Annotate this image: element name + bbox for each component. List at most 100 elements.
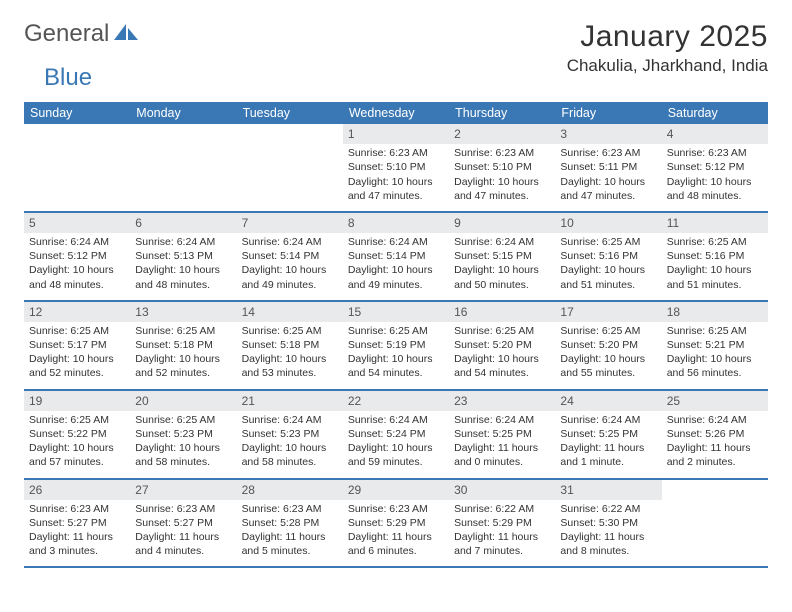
day-cell: 28Sunrise: 6:23 AMSunset: 5:28 PMDayligh… <box>237 479 343 568</box>
day-cell <box>662 479 768 568</box>
sunrise-text: Sunrise: 6:24 AM <box>348 413 444 427</box>
day-body: Sunrise: 6:23 AMSunset: 5:27 PMDaylight:… <box>24 500 130 567</box>
day-number: 30 <box>449 480 555 500</box>
sunset-text: Sunset: 5:16 PM <box>560 249 656 263</box>
day-number: 19 <box>24 391 130 411</box>
sunrise-text: Sunrise: 6:25 AM <box>560 324 656 338</box>
daylight-text: Daylight: 10 hours and 51 minutes. <box>667 263 763 291</box>
sunrise-text: Sunrise: 6:24 AM <box>348 235 444 249</box>
day-number: 9 <box>449 213 555 233</box>
sunrise-text: Sunrise: 6:25 AM <box>29 324 125 338</box>
sunset-text: Sunset: 5:12 PM <box>29 249 125 263</box>
day-body: Sunrise: 6:24 AMSunset: 5:13 PMDaylight:… <box>130 233 236 300</box>
day-number: 20 <box>130 391 236 411</box>
day-header-wed: Wednesday <box>343 102 449 124</box>
logo-text-general: General <box>24 20 109 48</box>
sunset-text: Sunset: 5:23 PM <box>242 427 338 441</box>
day-header-sat: Saturday <box>662 102 768 124</box>
day-number: 10 <box>555 213 661 233</box>
sunrise-text: Sunrise: 6:23 AM <box>242 502 338 516</box>
week-row: 5Sunrise: 6:24 AMSunset: 5:12 PMDaylight… <box>24 212 768 301</box>
sunset-text: Sunset: 5:25 PM <box>454 427 550 441</box>
sunrise-text: Sunrise: 6:23 AM <box>560 146 656 160</box>
daylight-text: Daylight: 11 hours and 4 minutes. <box>135 530 231 558</box>
day-cell: 25Sunrise: 6:24 AMSunset: 5:26 PMDayligh… <box>662 390 768 479</box>
week-row: 19Sunrise: 6:25 AMSunset: 5:22 PMDayligh… <box>24 390 768 479</box>
day-body: Sunrise: 6:23 AMSunset: 5:10 PMDaylight:… <box>449 144 555 211</box>
week-row: 1Sunrise: 6:23 AMSunset: 5:10 PMDaylight… <box>24 124 768 212</box>
daylight-text: Daylight: 10 hours and 47 minutes. <box>560 175 656 203</box>
day-body: Sunrise: 6:25 AMSunset: 5:19 PMDaylight:… <box>343 322 449 389</box>
sunrise-text: Sunrise: 6:24 AM <box>242 235 338 249</box>
day-cell: 3Sunrise: 6:23 AMSunset: 5:11 PMDaylight… <box>555 124 661 212</box>
sunrise-text: Sunrise: 6:24 AM <box>560 413 656 427</box>
daylight-text: Daylight: 10 hours and 58 minutes. <box>135 441 231 469</box>
daylight-text: Daylight: 10 hours and 56 minutes. <box>667 352 763 380</box>
day-body: Sunrise: 6:23 AMSunset: 5:11 PMDaylight:… <box>555 144 661 211</box>
daylight-text: Daylight: 10 hours and 50 minutes. <box>454 263 550 291</box>
logo-text-blue: Blue <box>44 64 92 91</box>
sunrise-text: Sunrise: 6:25 AM <box>135 324 231 338</box>
daylight-text: Daylight: 11 hours and 1 minute. <box>560 441 656 469</box>
sunset-text: Sunset: 5:27 PM <box>135 516 231 530</box>
day-cell: 4Sunrise: 6:23 AMSunset: 5:12 PMDaylight… <box>662 124 768 212</box>
day-cell: 6Sunrise: 6:24 AMSunset: 5:13 PMDaylight… <box>130 212 236 301</box>
day-body: Sunrise: 6:22 AMSunset: 5:30 PMDaylight:… <box>555 500 661 567</box>
day-header-row: Sunday Monday Tuesday Wednesday Thursday… <box>24 102 768 124</box>
day-number: 24 <box>555 391 661 411</box>
day-cell: 31Sunrise: 6:22 AMSunset: 5:30 PMDayligh… <box>555 479 661 568</box>
day-number: 1 <box>343 124 449 144</box>
day-number: 21 <box>237 391 343 411</box>
sunset-text: Sunset: 5:30 PM <box>560 516 656 530</box>
day-number: 11 <box>662 213 768 233</box>
day-header-fri: Friday <box>555 102 661 124</box>
daylight-text: Daylight: 11 hours and 2 minutes. <box>667 441 763 469</box>
sunset-text: Sunset: 5:14 PM <box>242 249 338 263</box>
calendar-page: General January 2025 Chakulia, Jharkhand… <box>0 0 792 588</box>
day-number: 6 <box>130 213 236 233</box>
sunset-text: Sunset: 5:11 PM <box>560 160 656 174</box>
sunrise-text: Sunrise: 6:24 AM <box>454 235 550 249</box>
calendar-table: Sunday Monday Tuesday Wednesday Thursday… <box>24 102 768 568</box>
day-body: Sunrise: 6:25 AMSunset: 5:21 PMDaylight:… <box>662 322 768 389</box>
day-header-thu: Thursday <box>449 102 555 124</box>
week-row: 12Sunrise: 6:25 AMSunset: 5:17 PMDayligh… <box>24 301 768 390</box>
day-cell: 19Sunrise: 6:25 AMSunset: 5:22 PMDayligh… <box>24 390 130 479</box>
sunset-text: Sunset: 5:22 PM <box>29 427 125 441</box>
day-number: 29 <box>343 480 449 500</box>
sunset-text: Sunset: 5:27 PM <box>29 516 125 530</box>
sunrise-text: Sunrise: 6:24 AM <box>29 235 125 249</box>
sunrise-text: Sunrise: 6:23 AM <box>667 146 763 160</box>
day-cell: 8Sunrise: 6:24 AMSunset: 5:14 PMDaylight… <box>343 212 449 301</box>
day-header-sun: Sunday <box>24 102 130 124</box>
daylight-text: Daylight: 10 hours and 52 minutes. <box>135 352 231 380</box>
daylight-text: Daylight: 11 hours and 8 minutes. <box>560 530 656 558</box>
day-number: 2 <box>449 124 555 144</box>
day-number: 8 <box>343 213 449 233</box>
sunset-text: Sunset: 5:25 PM <box>560 427 656 441</box>
day-body: Sunrise: 6:24 AMSunset: 5:23 PMDaylight:… <box>237 411 343 478</box>
sunrise-text: Sunrise: 6:22 AM <box>560 502 656 516</box>
day-number: 12 <box>24 302 130 322</box>
daylight-text: Daylight: 10 hours and 51 minutes. <box>560 263 656 291</box>
daylight-text: Daylight: 10 hours and 47 minutes. <box>454 175 550 203</box>
sunset-text: Sunset: 5:20 PM <box>560 338 656 352</box>
day-body: Sunrise: 6:23 AMSunset: 5:29 PMDaylight:… <box>343 500 449 567</box>
logo-sail-icon <box>114 22 140 47</box>
sunrise-text: Sunrise: 6:23 AM <box>348 146 444 160</box>
day-number: 16 <box>449 302 555 322</box>
sunrise-text: Sunrise: 6:23 AM <box>135 502 231 516</box>
day-body: Sunrise: 6:22 AMSunset: 5:29 PMDaylight:… <box>449 500 555 567</box>
day-cell: 1Sunrise: 6:23 AMSunset: 5:10 PMDaylight… <box>343 124 449 212</box>
sunset-text: Sunset: 5:29 PM <box>454 516 550 530</box>
day-cell: 18Sunrise: 6:25 AMSunset: 5:21 PMDayligh… <box>662 301 768 390</box>
sunset-text: Sunset: 5:26 PM <box>667 427 763 441</box>
day-number: 26 <box>24 480 130 500</box>
month-title: January 2025 <box>567 20 768 54</box>
day-body: Sunrise: 6:25 AMSunset: 5:18 PMDaylight:… <box>237 322 343 389</box>
logo: General <box>24 20 142 48</box>
day-number: 17 <box>555 302 661 322</box>
day-cell <box>237 124 343 212</box>
sunrise-text: Sunrise: 6:24 AM <box>135 235 231 249</box>
day-number: 4 <box>662 124 768 144</box>
